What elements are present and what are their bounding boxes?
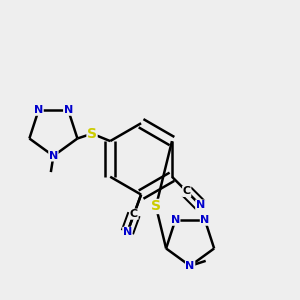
Text: N: N: [64, 105, 73, 115]
Text: C: C: [183, 187, 191, 196]
Text: S: S: [87, 127, 97, 141]
Text: S: S: [151, 200, 161, 214]
Text: N: N: [200, 215, 210, 225]
Text: N: N: [171, 215, 180, 225]
Text: N: N: [185, 261, 195, 271]
Text: N: N: [49, 151, 58, 161]
Text: N: N: [34, 105, 43, 115]
Text: N: N: [123, 227, 132, 237]
Text: N: N: [196, 200, 205, 210]
Text: C: C: [130, 209, 138, 219]
